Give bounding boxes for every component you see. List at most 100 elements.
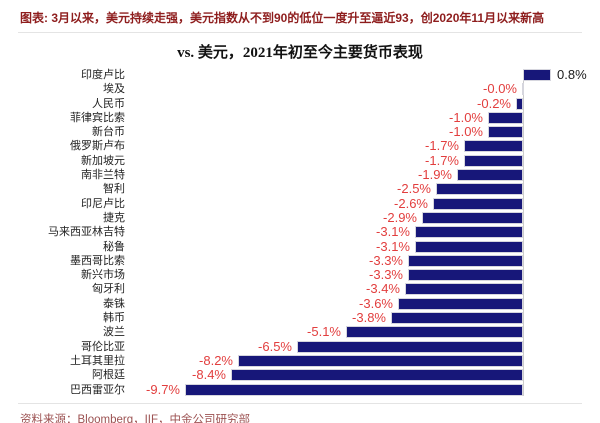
- value-bar: [433, 197, 523, 210]
- currency-label: 新加坡元: [81, 154, 125, 167]
- value-label: -1.9%: [418, 167, 452, 183]
- chart-row: 捷克 -2.9%: [0, 209, 600, 225]
- plot-area: -6.5%: [130, 338, 600, 354]
- chart-row: 秘鲁 -3.1%: [0, 238, 600, 254]
- chart-row: 智利 -2.5%: [0, 182, 600, 196]
- currency-label: 菲律宾比索: [70, 111, 125, 124]
- value-bar: [405, 283, 523, 296]
- plot-area: -0.2%: [130, 95, 600, 111]
- plot-area: -2.5%: [130, 182, 600, 196]
- source-text: 资料来源：Bloomberg，IIF，中金公司研究部: [20, 413, 251, 423]
- currency-label: 智利: [103, 183, 125, 196]
- currency-bar-chart: 印度卢比 0.8% 埃及 -0.0% 人民币 -0.2% 菲律宾比索 -1.0% 新台币 -1.0…: [0, 67, 600, 397]
- plot-area: -2.6%: [130, 196, 600, 211]
- plot-area: -0.0%: [130, 81, 600, 97]
- value-bar: [185, 383, 523, 396]
- currency-label: 印尼卢比: [81, 197, 125, 210]
- currency-label: 新兴市场: [81, 269, 125, 282]
- chart-row: 马来西亚林吉特 -3.1%: [0, 224, 600, 240]
- currency-label: 印度卢比: [81, 69, 125, 81]
- value-label: -0.0%: [483, 81, 517, 97]
- value-label: -3.6%: [359, 295, 393, 311]
- currency-label: 土耳其里拉: [70, 354, 125, 367]
- value-bar: [408, 254, 523, 267]
- value-bar: [523, 69, 551, 81]
- chart-row: 埃及 -0.0%: [0, 81, 600, 97]
- value-label: -1.0%: [449, 124, 483, 140]
- plot-area: 0.8%: [130, 67, 600, 82]
- value-label: -6.5%: [258, 338, 292, 354]
- value-label: -8.4%: [192, 367, 226, 383]
- chart-row: 韩币 -3.8%: [0, 310, 600, 325]
- value-label: -1.0%: [449, 109, 483, 125]
- currency-label: 捷克: [103, 211, 125, 224]
- chart-row: 波兰 -5.1%: [0, 325, 600, 339]
- chart-row: 新加坡元 -1.7%: [0, 152, 600, 168]
- plot-area: -3.4%: [130, 282, 600, 296]
- chart-row: 泰铢 -3.6%: [0, 295, 600, 311]
- value-bar: [488, 126, 523, 139]
- currency-label: 秘鲁: [103, 240, 125, 253]
- plot-area: -1.7%: [130, 139, 600, 153]
- zero-axis-line: [523, 69, 524, 396]
- value-label: -2.9%: [383, 209, 417, 225]
- plot-area: -2.9%: [130, 209, 600, 225]
- value-label: -1.7%: [425, 138, 459, 154]
- currency-label: 马来西亚林吉特: [48, 226, 125, 239]
- plot-area: -5.1%: [130, 325, 600, 339]
- currency-label: 俄罗斯卢布: [70, 140, 125, 153]
- value-bar: [522, 83, 524, 96]
- plot-area: -1.7%: [130, 152, 600, 168]
- value-bar: [408, 269, 523, 282]
- chart-row: 阿根廷 -8.4%: [0, 367, 600, 383]
- value-label: -2.5%: [397, 181, 431, 197]
- value-label: -9.7%: [146, 381, 180, 397]
- plot-area: -8.2%: [130, 353, 600, 368]
- currency-label: 波兰: [103, 326, 125, 339]
- value-bar: [464, 154, 523, 167]
- value-label: -1.7%: [425, 152, 459, 168]
- chart-row: 新兴市场 -3.3%: [0, 267, 600, 282]
- plot-area: -9.7%: [130, 381, 600, 397]
- currency-label: 阿根廷: [92, 369, 125, 382]
- value-bar: [231, 369, 523, 382]
- chart-row: 土耳其里拉 -8.2%: [0, 353, 600, 368]
- value-bar: [415, 240, 523, 253]
- currency-label: 巴西雷亚尔: [70, 383, 125, 396]
- currency-label: 哥伦比亚: [81, 340, 125, 353]
- currency-label: 南非兰特: [81, 169, 125, 182]
- footer-divider: [18, 402, 582, 404]
- value-bar: [391, 312, 523, 325]
- currency-label: 匈牙利: [92, 283, 125, 296]
- chart-row: 人民币 -0.2%: [0, 95, 600, 111]
- value-bar: [346, 326, 523, 339]
- chart-row: 墨西哥比索 -3.3%: [0, 253, 600, 268]
- plot-area: -1.9%: [130, 167, 600, 183]
- value-bar: [464, 140, 523, 153]
- value-bar: [398, 297, 523, 310]
- header-divider: [18, 32, 582, 33]
- value-label: -3.1%: [376, 238, 410, 254]
- chart-row: 菲律宾比索 -1.0%: [0, 109, 600, 125]
- value-label: -3.1%: [376, 224, 410, 240]
- plot-area: -3.1%: [130, 238, 600, 254]
- chart-row: 印尼卢比 -2.6%: [0, 196, 600, 211]
- currency-label: 新台币: [92, 126, 125, 139]
- value-bar: [422, 211, 523, 224]
- plot-area: -3.3%: [130, 267, 600, 282]
- currency-label: 泰铢: [103, 297, 125, 310]
- currency-label: 韩币: [103, 312, 125, 325]
- currency-label: 墨西哥比索: [70, 254, 125, 267]
- value-label: -0.2%: [477, 95, 511, 111]
- value-bar: [436, 183, 523, 196]
- plot-area: -8.4%: [130, 367, 600, 383]
- currency-label: 人民币: [92, 97, 125, 110]
- value-label: 0.8%: [557, 67, 587, 82]
- value-label: -5.1%: [307, 324, 341, 340]
- value-bar: [415, 226, 523, 239]
- value-bar: [488, 111, 523, 124]
- chart-title: vs. 美元，2021年初至今主要货币表现: [177, 45, 423, 61]
- chart-row: 新台币 -1.0%: [0, 124, 600, 140]
- plot-area: -1.0%: [130, 109, 600, 125]
- chart-row: 俄罗斯卢布 -1.7%: [0, 139, 600, 153]
